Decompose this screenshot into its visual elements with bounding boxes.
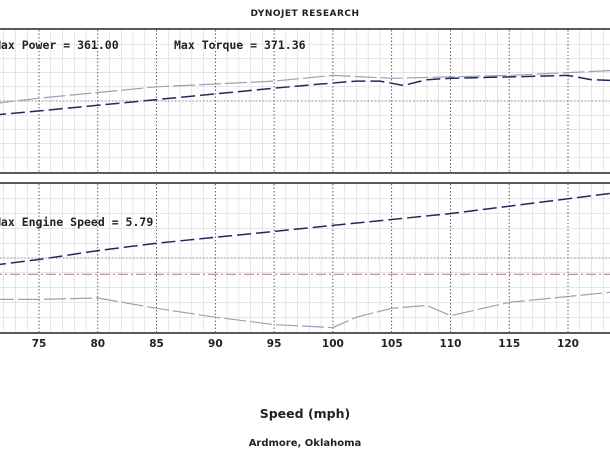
- header-title: DYNOJET RESEARCH: [250, 9, 359, 19]
- bottom-grid: [0, 184, 610, 332]
- top-grid: [0, 30, 610, 172]
- x-tick-label: 100: [322, 338, 344, 350]
- bottom-series-line-dark: [0, 192, 610, 266]
- x-tick-label: 115: [498, 338, 520, 350]
- x-tick-label: 80: [90, 338, 105, 350]
- x-axis-ticks: 75 80 85 90 95 100 105 110 115 120: [32, 338, 579, 350]
- x-tick-label: 95: [267, 338, 282, 350]
- bottom-series: [0, 192, 610, 329]
- x-axis-label: Speed (mph): [260, 406, 351, 421]
- top-frame: [0, 28, 610, 174]
- top-panel: Max Power = 361.00 Max Torque = 371.36: [0, 28, 610, 174]
- top-series-line-dark: [0, 74, 610, 116]
- x-tick-label: 90: [208, 338, 223, 350]
- x-tick-label: 105: [381, 338, 403, 350]
- bottom-series-line-light: [0, 291, 610, 329]
- x-tick-label: 85: [149, 338, 164, 350]
- location-label: Ardmore, Oklahoma: [249, 438, 362, 449]
- x-tick-label: 120: [557, 338, 579, 350]
- top-series-line-light: [0, 69, 610, 104]
- x-tick-label: 110: [439, 338, 461, 350]
- max-torque-label: Max Torque = 371.36: [174, 38, 306, 52]
- top-series: [0, 69, 610, 116]
- x-tick-label: 75: [32, 338, 47, 350]
- max-engine-speed-label: Max Engine Speed = 5.79: [0, 215, 153, 229]
- bottom-panel: Max Engine Speed = 5.79: [0, 182, 610, 334]
- max-power-label: Max Power = 361.00: [0, 38, 119, 52]
- bottom-frame: [0, 182, 610, 334]
